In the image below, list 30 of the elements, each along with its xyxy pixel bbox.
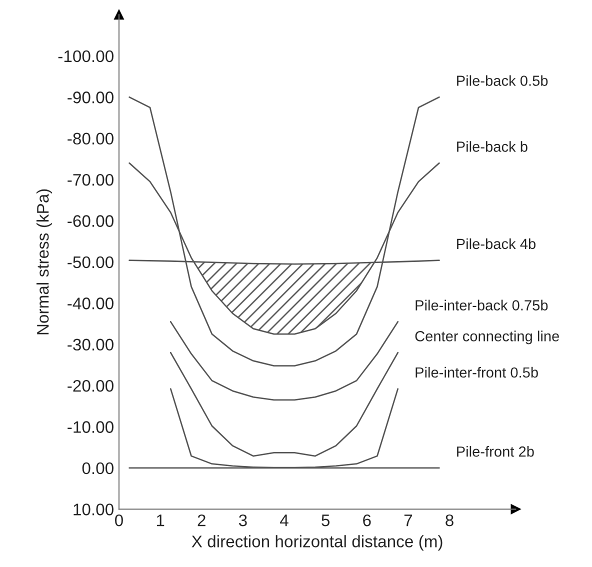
y-tick-label: -100.00 xyxy=(58,50,114,62)
y-tick-label: -90.00 xyxy=(68,92,114,104)
series-label: Pile-back b xyxy=(457,141,528,152)
y-tick-label: -50.00 xyxy=(68,256,114,268)
y-tick-label: 0.00 xyxy=(82,462,114,474)
x-tick-label: 4 xyxy=(280,514,288,526)
series-label: Pile-inter-back 0.75b xyxy=(416,300,548,310)
x-tick-label: 6 xyxy=(363,514,371,526)
y-tick-label: -30.00 xyxy=(68,338,114,351)
x-axis-title: X direction horizontal distance (m) xyxy=(192,535,442,551)
series-label: Pile-front 2b xyxy=(457,446,534,457)
y-tick-label: -70.00 xyxy=(68,174,114,186)
y-axis-title: Normal stress (kPa) xyxy=(36,189,52,334)
x-tick-label: 8 xyxy=(446,514,454,526)
series-label: Pile-back 0.5b xyxy=(457,75,548,86)
x-tick-label: 7 xyxy=(404,514,412,526)
y-tick-label: -10.00 xyxy=(68,421,114,433)
y-tick-label: -80.00 xyxy=(68,132,114,145)
x-tick-label: 5 xyxy=(322,514,330,526)
y-tick-label: 10.00 xyxy=(74,504,114,516)
y-tick-label: -60.00 xyxy=(68,215,114,227)
x-tick-label: 1 xyxy=(156,514,164,526)
x-tick-label: 0 xyxy=(115,514,123,526)
x-tick-label: 3 xyxy=(238,514,247,526)
y-tick-label: -40.00 xyxy=(68,298,114,310)
x-tick-label: 2 xyxy=(198,514,206,526)
series-label: Center connecting line xyxy=(415,330,560,344)
series-label: Pile-inter-front 0.5b xyxy=(416,366,538,378)
y-tick-label: -20.00 xyxy=(68,380,114,392)
series-label: Pile-back 4b xyxy=(457,238,536,250)
